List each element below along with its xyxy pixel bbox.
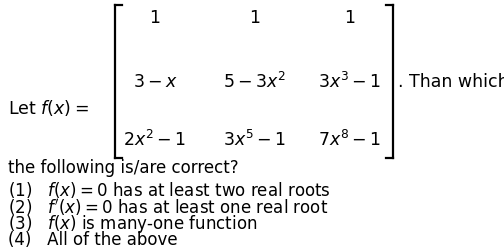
- Text: (4)   All of the above: (4) All of the above: [8, 231, 177, 248]
- Text: $3-x$: $3-x$: [133, 73, 177, 91]
- Text: (2)   $f'(x)=0$ has at least one real root: (2) $f'(x)=0$ has at least one real root: [8, 197, 328, 218]
- Text: $7x^8-1$: $7x^8-1$: [319, 130, 382, 150]
- Text: $3x^5-1$: $3x^5-1$: [223, 130, 287, 150]
- Text: (1)   $f(x)=0$ has at least two real roots: (1) $f(x)=0$ has at least two real roots: [8, 180, 331, 200]
- Text: $2x^2-1$: $2x^2-1$: [123, 130, 186, 150]
- Text: $3x^3-1$: $3x^3-1$: [319, 72, 382, 92]
- Text: 1: 1: [345, 9, 355, 27]
- Text: $5-3x^2$: $5-3x^2$: [223, 72, 286, 92]
- Text: the following is/are correct?: the following is/are correct?: [8, 159, 238, 177]
- Text: (3)   $f(x)$ is many-one function: (3) $f(x)$ is many-one function: [8, 213, 258, 235]
- Text: 1: 1: [249, 9, 261, 27]
- Text: Let $f(x)=$: Let $f(x)=$: [8, 98, 89, 118]
- Text: 1: 1: [150, 9, 160, 27]
- Text: . Than which of: . Than which of: [398, 73, 504, 91]
